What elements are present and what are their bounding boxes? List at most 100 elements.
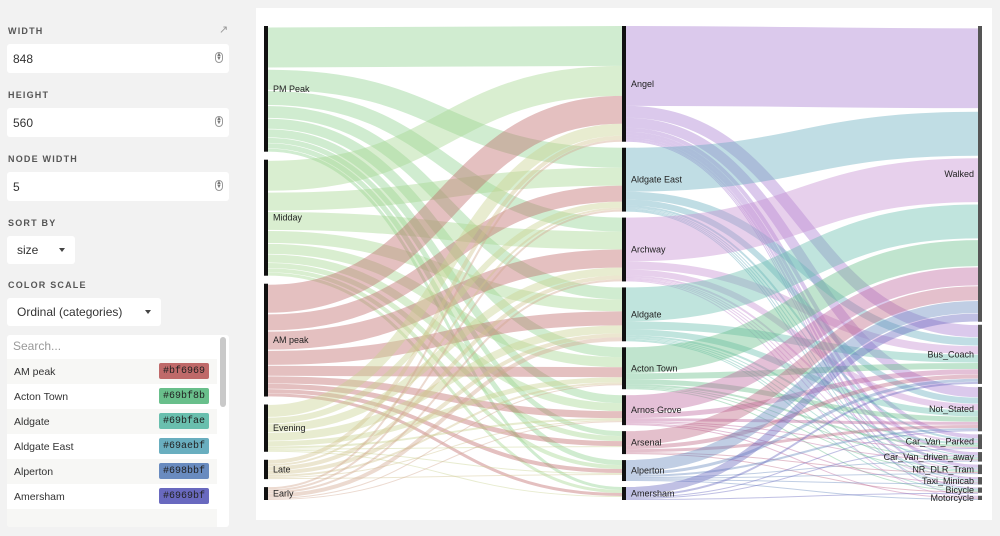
sankey-link-angel-to-car-van-parked[interactable] [625, 127, 979, 439]
sankey-node-bicycle[interactable] [978, 487, 982, 493]
sankey-link-early-to-acton-town[interactable] [267, 384, 623, 499]
sankey-link-evening-to-acton-town[interactable] [267, 377, 623, 447]
sankey-node-late[interactable] [264, 459, 268, 480]
sankey-link-amersham-to-not-stated[interactable] [625, 430, 979, 499]
sankey-link-evening-to-aldgate[interactable] [267, 325, 623, 441]
sankey-link-acton-town-to-bicycle[interactable] [625, 388, 979, 492]
color-swatch[interactable]: #69bfae [159, 413, 209, 429]
sankey-link-midday-to-archway[interactable] [267, 211, 623, 250]
color-list-item[interactable] [7, 509, 217, 527]
sankey-link-aldgate-east-to-walked[interactable] [625, 111, 979, 192]
color-search-input[interactable]: Search... [13, 339, 62, 353]
sankey-link-late-to-acton-town[interactable] [267, 382, 623, 477]
sankey-link-am-peak-to-arsenal[interactable] [267, 383, 623, 447]
sankey-link-pm-peak-to-aldgate[interactable] [267, 105, 623, 300]
sankey-link-angel-to-nr-dlr-tram[interactable] [625, 134, 979, 468]
sankey-link-aldgate-to-taxi-minicab[interactable] [625, 339, 979, 483]
sankey-link-pm-peak-to-angel[interactable] [267, 26, 623, 68]
sankey-link-aldgate-east-to-taxi-minicab[interactable] [625, 209, 979, 481]
sankey-link-angel-to-bus-coach[interactable] [625, 105, 979, 338]
sankey-node-midday[interactable] [264, 159, 268, 276]
sankey-link-arsenal-to-bus-coach[interactable] [625, 374, 979, 450]
sankey-node-car-van-parked[interactable] [978, 434, 982, 450]
sankey-link-amersham-to-walked[interactable] [625, 313, 979, 496]
color-list-item[interactable]: Amersham #6969bf [7, 484, 217, 509]
sankey-link-amersham-to-bus-coach[interactable] [625, 381, 979, 498]
sankey-link-pm-peak-to-aldgate-east[interactable] [267, 69, 623, 168]
sankey-link-arnos-grove-to-bus-coach[interactable] [625, 369, 979, 419]
sankey-node-pm-peak[interactable] [264, 26, 268, 152]
sankey-link-archway-to-motorcycle[interactable] [625, 280, 979, 498]
color-swatch[interactable]: #69bf8b [159, 388, 209, 404]
sankey-link-pm-peak-to-acton-town[interactable] [267, 118, 623, 358]
sankey-link-alperton-to-motorcycle[interactable] [625, 480, 979, 500]
sankey-node-arnos-grove[interactable] [622, 395, 626, 426]
sankey-link-early-to-aldgate[interactable] [267, 337, 623, 498]
sankey-link-acton-town-to-walked[interactable] [625, 240, 979, 374]
sankey-node-motorcycle[interactable] [978, 495, 982, 500]
sankey-node-car-van-driven-away[interactable] [978, 452, 982, 462]
sankey-link-alperton-to-walked[interactable] [625, 301, 979, 473]
sankey-link-late-to-aldgate-east[interactable] [267, 207, 623, 467]
sankey-link-arnos-grove-to-car-van-parked[interactable] [625, 421, 979, 448]
node-width-stepper-icon[interactable]: ▲ ▼ [215, 180, 223, 191]
sankey-link-aldgate-to-walked[interactable] [625, 204, 979, 322]
sankey-link-aldgate-to-car-van-parked[interactable] [625, 335, 979, 445]
color-list-item[interactable]: Acton Town #69bf8b [7, 384, 217, 409]
sankey-link-arnos-grove-to-not-stated[interactable] [625, 418, 979, 425]
sankey-link-acton-town-to-not-stated[interactable] [625, 379, 979, 422]
sankey-link-am-peak-to-arnos-grove[interactable] [267, 376, 623, 419]
height-stepper-icon[interactable]: ▲ ▼ [215, 116, 223, 127]
sankey-link-acton-town-to-car-van-driven-away[interactable] [625, 386, 979, 460]
sankey-node-early[interactable] [264, 487, 268, 500]
sankey-node-walked[interactable] [978, 26, 982, 322]
sankey-link-arnos-grove-to-car-van-driven-away[interactable] [625, 422, 979, 461]
sankey-link-midday-to-arnos-grove[interactable] [267, 254, 623, 412]
sankey-link-aldgate-to-nr-dlr-tram[interactable] [625, 338, 979, 471]
sankey-link-midday-to-amersham[interactable] [267, 272, 623, 494]
sankey-link-early-to-angel[interactable] [267, 139, 623, 490]
sankey-link-am-peak-to-amersham[interactable] [267, 393, 623, 497]
sankey-link-angel-to-taxi-minicab[interactable] [625, 137, 979, 480]
sankey-node-am-peak[interactable] [264, 283, 268, 397]
sankey-link-angel-to-bicycle[interactable] [625, 139, 979, 489]
sankey-link-alperton-to-not-stated[interactable] [625, 428, 979, 478]
sankey-link-early-to-archway[interactable] [267, 279, 623, 494]
sankey-link-aldgate-to-car-van-driven-away[interactable] [625, 337, 979, 459]
sankey-link-arnos-grove-to-walked[interactable] [625, 267, 979, 414]
color-list-item[interactable]: Aldgate #69bfae [7, 409, 217, 434]
sankey-link-aldgate-east-to-nr-dlr-tram[interactable] [625, 208, 979, 469]
sankey-link-late-to-angel[interactable] [267, 135, 623, 464]
color-swatch[interactable]: #bf6969 [159, 363, 209, 379]
color-list-scrollbar[interactable] [220, 337, 226, 407]
sankey-link-am-peak-to-angel[interactable] [267, 95, 623, 313]
sankey-link-am-peak-to-acton-town[interactable] [267, 365, 623, 378]
sankey-link-arsenal-to-not-stated[interactable] [625, 425, 979, 453]
sankey-link-acton-town-to-nr-dlr-tram[interactable] [625, 387, 979, 472]
sankey-link-archway-to-car-van-parked[interactable] [625, 275, 979, 443]
sankey-link-midday-to-angel[interactable] [267, 65, 623, 191]
sankey-link-archway-to-nr-dlr-tram[interactable] [625, 278, 979, 470]
sankey-link-midday-to-arsenal[interactable] [267, 263, 623, 442]
sankey-link-evening-to-alperton[interactable] [267, 449, 623, 475]
sankey-link-evening-to-amersham[interactable] [267, 450, 623, 498]
sankey-link-pm-peak-to-alperton[interactable] [267, 143, 623, 466]
sankey-link-aldgate-to-not-stated[interactable] [625, 329, 979, 417]
sankey-link-archway-to-taxi-minicab[interactable] [625, 279, 979, 482]
sankey-node-alperton[interactable] [622, 460, 626, 482]
sankey-link-early-to-aldgate-east[interactable] [267, 209, 623, 492]
sankey-link-archway-to-not-stated[interactable] [625, 269, 979, 410]
sankey-link-amersham-to-bicycle[interactable] [625, 492, 979, 501]
sankey-link-pm-peak-to-archway[interactable] [267, 90, 623, 232]
sankey-link-archway-to-walked[interactable] [625, 158, 979, 262]
sankey-node-taxi-minicab[interactable] [978, 477, 982, 485]
sankey-link-midday-to-aldgate-east[interactable] [267, 167, 623, 211]
sankey-node-aldgate-east[interactable] [622, 147, 626, 212]
sankey-link-late-to-archway[interactable] [267, 275, 623, 471]
sankey-link-evening-to-arsenal[interactable] [267, 446, 623, 450]
sankey-link-arsenal-to-bicycle[interactable] [625, 453, 979, 493]
sankey-node-aldgate[interactable] [622, 287, 626, 342]
sankey-node-not-stated[interactable] [978, 386, 982, 432]
sankey-link-angel-to-walked[interactable] [625, 26, 979, 109]
sankey-link-am-peak-to-alperton[interactable] [267, 389, 623, 474]
